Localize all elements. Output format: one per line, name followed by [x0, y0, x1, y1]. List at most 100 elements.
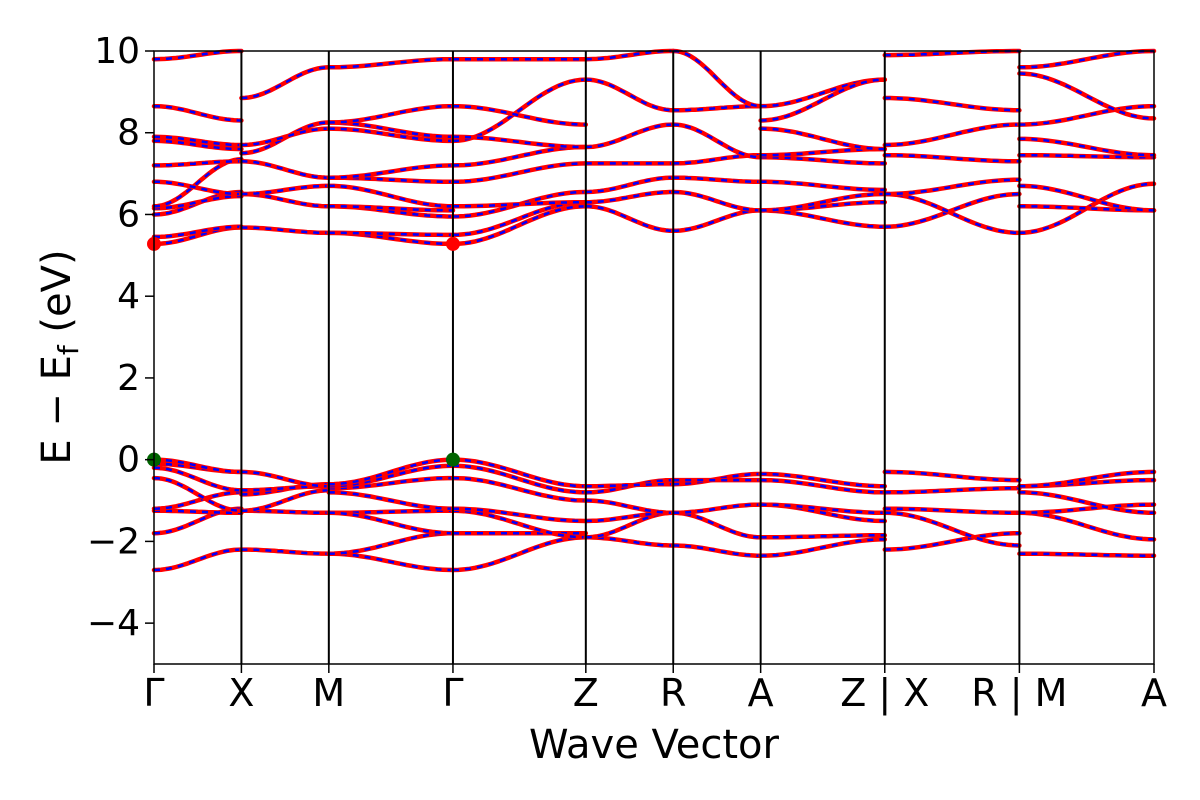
band-line-seg0-0	[151, 547, 244, 573]
band-line-overlay-seg1-2	[241, 489, 329, 513]
band-line-overlay-seg8-0	[1019, 552, 1154, 557]
band-line-overlay-seg1-9	[241, 160, 329, 179]
band-line-overlay-seg5-9	[673, 123, 761, 159]
x-tick-label-0: Γ	[143, 671, 164, 715]
y-axis-title: E − Ef (eV)	[34, 249, 85, 464]
band-line-overlay-seg2-3	[328, 511, 454, 535]
band-line-seg8-3	[1017, 490, 1157, 516]
y-tick-label-5: 6	[117, 194, 140, 235]
band-line-seg8-12	[1017, 71, 1157, 121]
band-line-overlay-seg4-11	[585, 78, 674, 112]
band-line-overlay-seg2-17	[328, 104, 453, 124]
band-line-overlay-seg3-3	[452, 507, 586, 523]
band-line-seg7-2	[882, 506, 1022, 516]
band-line-overlay-seg4-4	[585, 478, 674, 494]
band-line-seg8-10	[1017, 136, 1157, 158]
band-line-overlay-seg5-6	[673, 190, 761, 212]
band-line-overlay-seg4-3	[585, 499, 674, 515]
band-line-overlay-seg1-10	[241, 121, 329, 155]
band-line-seg0-17	[151, 103, 244, 123]
band-line-overlay-seg8-10	[1019, 137, 1155, 157]
plot-frame	[153, 50, 1155, 665]
band-line-overlay-seg3-6	[452, 458, 586, 488]
band-line-overlay-seg4-6	[585, 205, 674, 233]
band-line-seg5-5	[670, 208, 763, 234]
band-line-overlay-seg0-9	[154, 225, 242, 239]
band-line-overlay-seg6-3	[760, 503, 885, 515]
band-line-overlay-seg6-1	[760, 534, 885, 539]
y-tick-label-0: −4	[87, 603, 140, 644]
band-line-overlay-seg8-5	[1019, 470, 1155, 488]
band-line-overlay-seg7-2	[884, 507, 1020, 515]
y-tick-label-2: 0	[117, 440, 140, 481]
band-line-overlay-seg0-13	[154, 180, 242, 196]
band-line-overlay-seg2-15	[328, 127, 453, 143]
band-line-overlay-seg5-11	[673, 49, 761, 108]
band-line-overlay-seg3-4	[452, 476, 586, 502]
band-line-overlay-seg5-3	[673, 472, 761, 486]
cbm-marker-1	[445, 236, 460, 251]
band-line-overlay-seg2-14	[328, 164, 454, 179]
band-line-overlay-seg0-17	[154, 104, 242, 122]
x-tick-label-7: Z | X	[840, 671, 929, 716]
band-line-overlay-seg0-14	[154, 160, 242, 167]
band-line-seg7-1	[882, 510, 1022, 548]
band-line-seg7-9	[882, 122, 1022, 148]
band-line-seg8-1	[1017, 510, 1157, 542]
band-line-overlay-seg6-4	[760, 478, 885, 494]
band-line-overlay-seg2-9	[328, 231, 453, 237]
band-line-overlay-seg7-4	[884, 470, 1020, 482]
band-line-seg4-10	[583, 122, 676, 150]
band-line-seg1-12	[239, 65, 332, 101]
kpoint-lines	[240, 51, 1021, 664]
band-line-overlay-seg8-2	[1019, 503, 1155, 515]
band-line-seg4-6	[583, 204, 676, 234]
band-line-overlay-seg6-8	[760, 192, 885, 212]
band-line-seg1-9	[239, 159, 332, 180]
band-line-seg7-8	[882, 152, 1022, 164]
band-line-overlay-seg8-11	[1019, 104, 1154, 126]
band-line-overlay-seg2-16	[328, 121, 453, 139]
band-line-overlay-seg7-0	[884, 531, 1020, 551]
band-line-seg5-1	[670, 510, 763, 540]
x-tick-label-4: Z	[573, 671, 599, 715]
band-line-overlay-seg1-0	[241, 548, 329, 555]
band-line-overlay-seg3-15	[453, 104, 586, 126]
band-line-overlay-seg8-9	[1019, 153, 1155, 159]
band-line-overlay-seg3-13	[452, 78, 586, 143]
band-line-overlay-seg2-7	[328, 458, 454, 486]
band-line-overlay-seg3-14	[452, 135, 586, 149]
x-tick-label-2: M	[312, 671, 345, 715]
band-line-overlay-seg6-10	[760, 156, 885, 165]
band-line-overlay-seg0-0	[153, 548, 242, 572]
band-line-seg8-13	[1017, 48, 1157, 70]
x-tick-label-5: R	[660, 671, 686, 715]
band-line-overlay-seg5-0	[673, 544, 761, 557]
band-line-overlay-seg0-5	[153, 466, 242, 492]
x-tick-label-1: X	[228, 671, 254, 715]
band-line-overlay-seg1-6	[241, 226, 329, 235]
band-line-overlay-seg0-15	[154, 139, 242, 151]
band-line-overlay-seg1-5	[241, 470, 329, 488]
x-tick-label-6: A	[748, 671, 774, 715]
band-line-overlay-seg8-4	[1019, 478, 1154, 488]
band-line-overlay-seg2-1	[328, 531, 454, 555]
band-line-seg6-14	[758, 77, 888, 123]
band-line-seg4-11	[583, 77, 676, 113]
band-line-overlay-seg2-0	[328, 552, 454, 572]
band-line-overlay-seg2-2	[328, 509, 453, 515]
band-extrema-markers	[147, 236, 460, 467]
band-line-overlay-seg5-10	[673, 104, 761, 112]
band-line-overlay-seg2-12	[328, 184, 454, 208]
band-line-overlay-seg6-14	[760, 78, 885, 122]
band-line-overlay-seg4-8	[585, 176, 674, 194]
band-line-overlay-seg6-7	[760, 209, 885, 228]
y-axis-title-subscript: f	[52, 344, 85, 355]
y-tick-label-4: 4	[117, 276, 140, 317]
band-line-overlay-seg0-16	[153, 135, 242, 147]
band-line-overlay-seg5-7	[673, 176, 761, 184]
band-line-overlay-seg2-13	[328, 176, 453, 184]
band-line-overlay-seg5-5	[673, 209, 761, 233]
band-line-overlay-seg6-0	[760, 538, 885, 557]
band-line-overlay-seg6-6	[760, 200, 885, 212]
